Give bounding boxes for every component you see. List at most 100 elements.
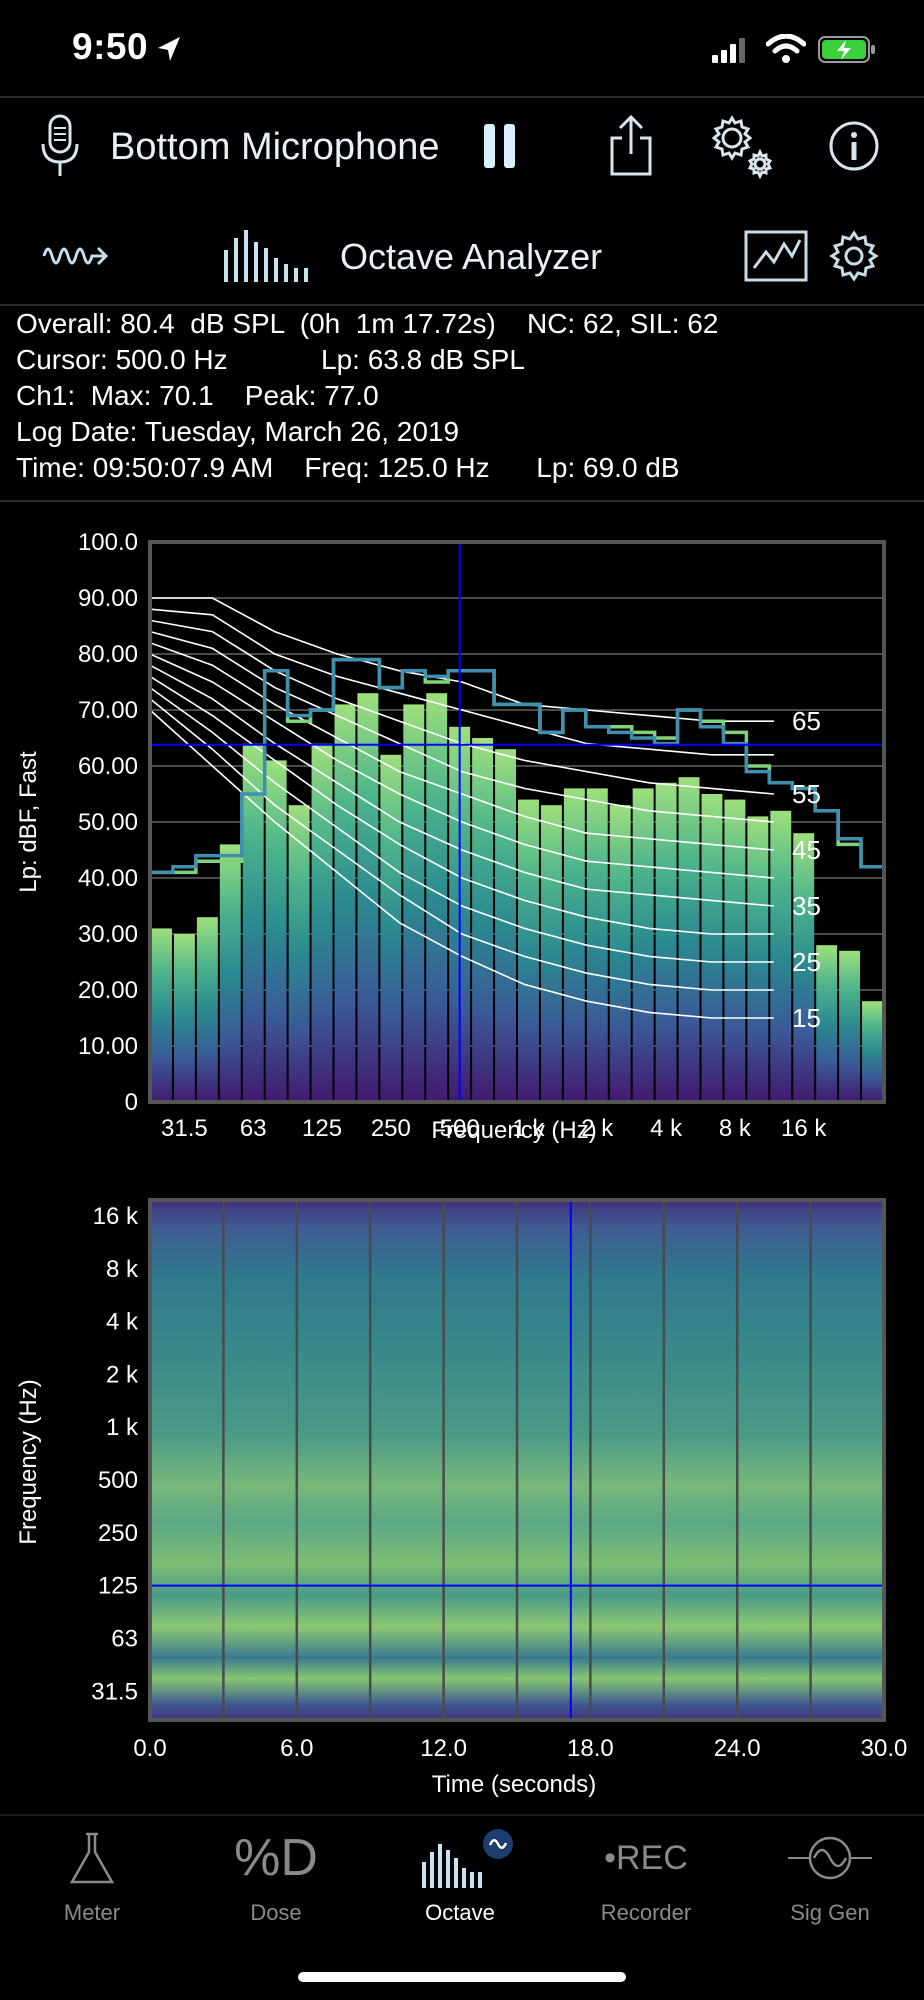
octave-x-tick: 31.5 [161,1115,208,1142]
flask-icon [69,1832,115,1884]
octave-series-line [150,657,886,934]
chart-view-icon[interactable] [744,230,808,282]
octave-band-bar [563,788,585,1102]
spectrogram-y-tick: 8 k [106,1256,139,1283]
waveform-switch-icon[interactable] [42,238,110,274]
spectrogram-x-tick: 24.0 [714,1735,761,1762]
tab-recorder[interactable]: •REC Recorder [566,1828,726,1925]
octave-plot-frame [148,540,886,1104]
octave-y-tick: 60.00 [78,753,138,780]
octave-y-tick: 90.00 [78,585,138,612]
octave-band-bar [196,917,218,1102]
octave-band-bar [839,950,861,1102]
info-line-cursor: Cursor: 500.0 Hz Lp: 63.8 dB SPL [16,344,525,375]
octave-y-tick: 50.00 [78,809,138,836]
octave-y-tick: 40.00 [78,865,138,892]
share-icon[interactable] [608,114,654,178]
tab-octave[interactable]: Octave [380,1828,540,1925]
home-indicator[interactable] [298,1972,626,1982]
octave-band-bar [380,754,402,1102]
octave-band-bar [265,760,287,1102]
tab-label-octave: Octave [425,1900,495,1925]
spectrogram-chart[interactable]: 16 k 8 k 4 k 2 k 1 k 500 250 125 63 31.5 0.0 6.0 12… [0,1190,924,1810]
octave-x-tick: 500 [440,1115,480,1142]
octave-band-bar [747,816,769,1102]
octave-y-tick: 100.0 [78,529,138,556]
octave-spectrum-chart[interactable]: 0 10.00 20.00 30.00 40.00 50.00 60.00 70.00 80.0… [0,510,924,1150]
measurement-info-panel: Overall: 80.4 dB SPL (0h 1m 17.72s) NC: … [16,306,718,486]
octave-band-bar [862,1001,883,1102]
nc-curve-label: 25 [792,947,821,977]
octave-band-bar [426,693,448,1102]
tab-meter[interactable]: Meter [12,1828,172,1925]
octave-x-tick: 125 [302,1115,342,1142]
spectrogram-y-tick: 1 k [106,1414,139,1441]
nc-curve [149,653,774,879]
info-icon[interactable] [828,120,880,172]
octave-y-axis-label: Lp: dBF, Fast [15,751,42,893]
octave-band-bar [151,928,172,1102]
wifi-icon [766,34,806,63]
octave-x-axis-label: Frequency (Hz) [431,1117,596,1144]
octave-y-tick: 20.00 [78,977,138,1004]
nc-curve-label: 35 [792,891,821,921]
spectrogram-y-tick: 500 [98,1467,138,1494]
nc-curve [150,597,774,722]
cellular-signal-icon [712,38,745,63]
octave-band-bar [219,844,241,1102]
octave-band-bar [586,788,608,1102]
octave-band-bar [701,794,723,1102]
tab-dose[interactable]: %D Dose [196,1828,356,1925]
nc-curve [149,642,774,851]
nc-curve-label: 45 [792,835,821,865]
octave-bars-icon [224,230,308,282]
nc-curve-label: 55 [792,779,821,809]
nc-curve [149,698,774,991]
pause-icon[interactable] [480,120,520,172]
octave-band-bar [678,777,700,1102]
octave-x-tick: 2 k [581,1115,614,1142]
microphone-label[interactable]: Bottom Microphone [110,126,440,168]
nc-curve [149,709,774,1019]
octave-x-tick: 1 k [512,1115,545,1142]
octave-band-bar [609,805,631,1102]
info-line-log-date: Log Date: Tuesday, March 26, 2019 [16,416,460,447]
octave-y-tick: 0 [125,1089,138,1116]
octave-y-tick: 10.00 [78,1033,138,1060]
octave-x-tick: 250 [371,1115,411,1142]
spectrogram-x-axis-label: Time (seconds) [432,1771,596,1798]
tab-sig-gen[interactable]: Sig Gen [750,1828,910,1925]
spectrogram-y-tick: 4 k [106,1309,139,1336]
info-line-overall: Overall: 80.4 dB SPL (0h 1m 17.72s) NC: … [16,308,719,339]
octave-band-bar [495,749,516,1102]
rec-icon: •REC [604,1839,688,1877]
octave-y-tick: 30.00 [78,921,138,948]
analyzer-settings-gear-icon[interactable] [828,230,880,282]
octave-band-bar [242,743,264,1102]
spectrogram-y-tick: 250 [98,1520,138,1547]
spectrogram-x-tick: 18.0 [567,1735,614,1762]
nc-curve [149,664,774,907]
tab-label-meter: Meter [63,1900,121,1925]
octave-band-bar [655,782,677,1102]
tab-label-recorder: Recorder [600,1900,692,1925]
sine-wave-icon [788,1836,872,1880]
octave-band-bar [724,799,746,1102]
spectrogram-y-tick: 2 k [106,1361,139,1388]
octave-band-bar [793,833,815,1102]
octave-x-tick: 16 k [781,1115,827,1142]
settings-gears-icon[interactable] [708,112,776,180]
status-time: 9:50 [72,26,149,67]
spectrogram-y-axis-label: Frequency (Hz) [15,1379,42,1544]
spectrogram-y-tick: 16 k [93,1203,139,1230]
analyzer-title: Octave Analyzer [340,236,603,277]
spectrogram-y-tick: 63 [111,1625,138,1652]
octave-band-bar [540,805,562,1102]
microphone-icon[interactable] [38,114,82,180]
octave-band-bar [770,810,792,1102]
octave-y-tick: 70.00 [78,697,138,724]
octave-bars-icon [422,1829,513,1888]
octave-band-bar [173,934,195,1102]
octave-y-tick: 80.00 [78,641,138,668]
octave-band-bar [334,704,356,1102]
